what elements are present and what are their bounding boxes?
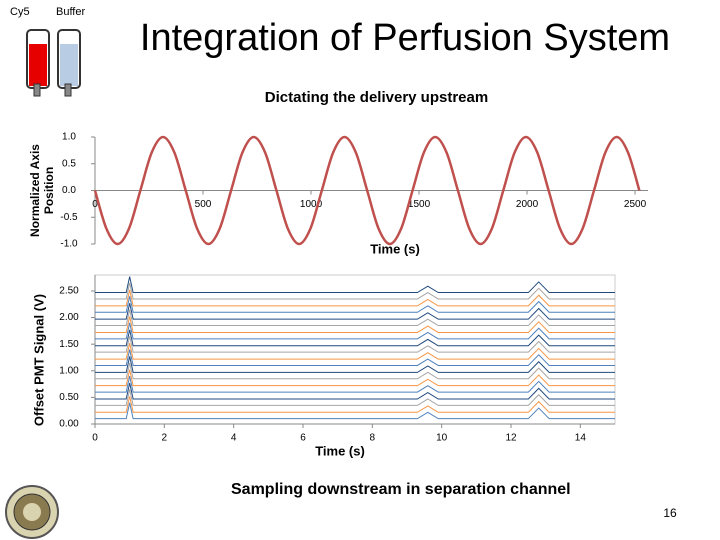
y-tick-label: -1.0 xyxy=(60,239,78,250)
x-axis-label: Time (s) xyxy=(370,241,420,256)
y-axis-label: Offset PMT Signal (V) xyxy=(31,294,46,426)
y-tick-label: 0.50 xyxy=(59,392,79,403)
y-axis-label: Position xyxy=(42,167,56,214)
x-tick-label: 6 xyxy=(300,433,306,444)
page-number: 16 xyxy=(663,506,677,520)
x-tick-label: 2500 xyxy=(624,199,647,210)
x-tick-label: 2 xyxy=(162,433,168,444)
x-tick-label: 14 xyxy=(575,433,587,444)
y-tick-label: 0.00 xyxy=(59,419,79,430)
data-line xyxy=(95,369,615,387)
data-line xyxy=(93,135,641,246)
data-line xyxy=(95,343,615,360)
data-line xyxy=(95,396,615,413)
vial-label: Cy5 xyxy=(10,6,30,18)
caption: Sampling downstream in separation channe… xyxy=(231,481,571,498)
data-line xyxy=(95,329,615,347)
data-line xyxy=(95,389,615,406)
vial-red xyxy=(26,29,50,97)
y-tick-label: 1.0 xyxy=(62,132,76,143)
x-tick-label: 12 xyxy=(505,433,517,444)
data-line xyxy=(95,362,615,380)
data-line xyxy=(95,296,615,313)
data-line xyxy=(95,309,615,327)
y-tick-label: 1.00 xyxy=(59,365,79,376)
data-line xyxy=(95,402,615,420)
y-tick-label: 0.0 xyxy=(62,185,76,196)
x-tick-label: 500 xyxy=(195,199,212,210)
data-line xyxy=(95,289,615,307)
data-line xyxy=(95,356,615,373)
data-line xyxy=(95,382,615,400)
y-tick-label: 0.5 xyxy=(62,158,76,169)
data-line xyxy=(95,376,615,393)
data-line xyxy=(95,322,615,340)
vial-label: Buffer xyxy=(56,6,85,18)
seal-logo xyxy=(5,485,59,539)
data-line xyxy=(95,276,615,294)
x-axis-label: Time (s) xyxy=(315,443,365,458)
y-tick-label: -0.5 xyxy=(60,212,78,223)
data-line xyxy=(95,336,615,353)
data-line xyxy=(95,349,615,366)
data-line xyxy=(95,303,615,320)
x-tick-label: 0 xyxy=(92,199,98,210)
x-tick-label: 0 xyxy=(92,433,98,444)
x-tick-label: 4 xyxy=(231,433,237,444)
y-tick-label: 2.50 xyxy=(59,286,79,297)
data-line xyxy=(95,282,615,300)
y-tick-label: 1.50 xyxy=(59,339,79,350)
x-tick-label: 10 xyxy=(436,433,448,444)
data-line xyxy=(95,316,615,333)
y-tick-label: 2.00 xyxy=(59,312,79,323)
x-tick-label: 1500 xyxy=(408,199,431,210)
chart-title: Dictating the delivery upstream xyxy=(265,89,488,106)
vial-blue xyxy=(57,29,81,97)
x-tick-label: 8 xyxy=(370,433,376,444)
x-tick-label: 2000 xyxy=(516,199,539,210)
x-tick-label: 1000 xyxy=(300,199,323,210)
y-axis-label: Normalized Axis xyxy=(28,144,42,237)
slide-title: Integration of Perfusion System xyxy=(140,17,670,59)
